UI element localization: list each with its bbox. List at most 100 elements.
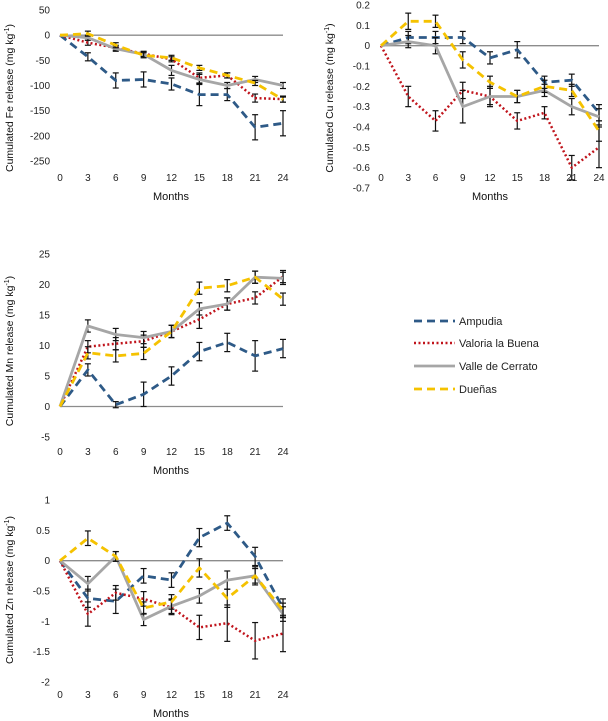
zn-xtick-label: 15 [194, 690, 206, 701]
zn-xtick-label: 0 [57, 690, 63, 701]
cu-ytick-label: -0.1 [353, 62, 371, 73]
zn-series-valoria-la-buena [58, 560, 286, 660]
fe-ytick-label: 50 [39, 6, 51, 17]
cu-xtick-label: 9 [460, 173, 466, 184]
mn-series-valle-de-cerrato [58, 270, 286, 407]
fe-xtick-label: 6 [113, 173, 119, 184]
fe-ytick-label: -200 [30, 131, 50, 142]
cu-series-valoria-la-buena [379, 45, 602, 181]
zn-xtick-label: 21 [250, 690, 262, 701]
mn-y-axis-label: Cumulated Mn release (mg kg-1) [4, 276, 16, 426]
mn-ytick-label: 0 [44, 402, 50, 413]
cu-xtick-label: 0 [378, 173, 384, 184]
zn-ytick-label: -0.5 [33, 587, 51, 598]
zn-ytick-label: 0.5 [36, 526, 50, 537]
zn-ytick-label: -1.5 [33, 647, 51, 658]
cu-xtick-label: 15 [512, 173, 524, 184]
cu-xtick-label: 12 [484, 173, 496, 184]
mn-line-ampudia [58, 340, 284, 408]
mn-line-valle-de-cerrato [58, 275, 284, 407]
mn-xtick-label: 6 [113, 447, 119, 458]
mn-xtick-label: 3 [85, 447, 91, 458]
zn-xtick-label: 12 [166, 690, 178, 701]
fe-xtick-label: 12 [166, 173, 178, 184]
zn-ytick-label: -1 [41, 617, 50, 628]
fe-x-axis-label: Months [153, 191, 190, 203]
fe-xtick-label: 15 [194, 173, 206, 184]
mn-ytick-label: -5 [41, 433, 50, 444]
mn-series-duenas [58, 270, 286, 408]
zn-ytick-label: 1 [44, 496, 50, 507]
fe-xtick-label: 9 [141, 173, 147, 184]
cu-ytick-label: -0.2 [353, 82, 371, 93]
cu-x-axis-label: Months [472, 191, 509, 203]
cu-ytick-label: 0.1 [356, 21, 370, 32]
legend-label-ampudia: Ampudia [459, 316, 503, 328]
mn-xtick-label: 18 [222, 447, 234, 458]
zn-release-chart: Cumulated Zn release (mg kg-1) Months 1 0… [4, 496, 289, 721]
mn-xtick-label: 12 [166, 447, 178, 458]
zn-line-ampudia [58, 521, 285, 609]
mn-ytick-label: 5 [44, 372, 50, 383]
cu-release-chart: Cumulated Cu release (mg kg-1) Months 0.… [324, 1, 605, 204]
mn-series-ampudia [58, 332, 286, 409]
mn-ytick-label: 20 [39, 280, 51, 291]
mn-ytick-label: 15 [39, 311, 51, 322]
zn-ytick-label: -2 [41, 678, 50, 689]
cu-ytick-label: -0.6 [353, 163, 371, 174]
zn-series-duenas [59, 530, 286, 619]
mn-series-valoria-la-buena [58, 269, 286, 408]
mn-line-valoria-la-buena [58, 275, 284, 408]
cu-y-axis-label: Cumulated Cu release (mg kg-1) [324, 23, 336, 172]
legend-label-valoria: Valoria la Buena [459, 338, 540, 350]
fe-series-ampudia [59, 34, 286, 141]
fe-xtick-label: 3 [85, 173, 91, 184]
fe-release-chart: Cumulated Fe release (mg kg-1) Months 50… [4, 6, 289, 204]
legend-label-duenas: Dueñas [459, 384, 497, 396]
cu-series-duenas [380, 12, 602, 142]
fe-series-valoria-la-buena [59, 33, 286, 103]
mn-x-axis-label: Months [153, 465, 190, 477]
fe-line-ampudia [59, 34, 284, 129]
cu-xtick-label: 3 [405, 173, 411, 184]
fe-y-axis-label: Cumulated Fe release (mg kg-1) [4, 24, 16, 172]
fe-xtick-label: 0 [57, 173, 63, 184]
cu-ytick-label: -0.5 [353, 143, 371, 154]
zn-xtick-label: 3 [85, 690, 91, 701]
mn-xtick-label: 9 [141, 447, 147, 458]
mn-xtick-label: 24 [277, 447, 289, 458]
cu-ytick-label: -0.7 [353, 184, 371, 195]
fe-xtick-label: 24 [277, 173, 289, 184]
cu-xtick-label: 18 [539, 173, 551, 184]
mn-ytick-label: 25 [39, 250, 51, 261]
cu-ytick-label: -0.4 [353, 123, 371, 134]
mn-xtick-label: 15 [194, 447, 206, 458]
cu-line-duenas [380, 19, 601, 132]
cu-ytick-label: 0 [364, 41, 370, 52]
zn-xtick-label: 24 [277, 690, 289, 701]
mn-release-chart: Cumulated Mn release (mg kg-1) Months 25… [4, 250, 289, 478]
legend: Ampudia Valoria la Buena Valle de Cerrat… [414, 316, 540, 396]
fe-xtick-label: 18 [222, 173, 234, 184]
fe-ytick-label: -50 [36, 56, 51, 67]
cu-ytick-label: 0.2 [356, 1, 370, 12]
fe-ytick-label: -150 [30, 106, 50, 117]
fe-xtick-label: 21 [250, 173, 262, 184]
cu-line-ampudia [380, 36, 601, 114]
cu-xtick-label: 24 [593, 173, 605, 184]
fe-ytick-label: -250 [30, 157, 50, 168]
mn-xtick-label: 0 [57, 447, 63, 458]
zn-y-axis-label: Cumulated Zn release (mg kg-1) [4, 516, 16, 664]
cu-xtick-label: 6 [433, 173, 439, 184]
zn-xtick-label: 6 [113, 690, 119, 701]
zn-ytick-label: 0 [44, 556, 50, 567]
zn-line-duenas [59, 536, 285, 612]
fe-series-duenas [59, 30, 286, 103]
cu-series-valle-de-cerrato [380, 34, 602, 126]
mn-ytick-label: 10 [39, 341, 51, 352]
zn-x-axis-label: Months [153, 708, 190, 720]
fe-ytick-label: 0 [44, 31, 50, 42]
zn-xtick-label: 9 [141, 690, 147, 701]
mn-line-duenas [58, 275, 284, 408]
